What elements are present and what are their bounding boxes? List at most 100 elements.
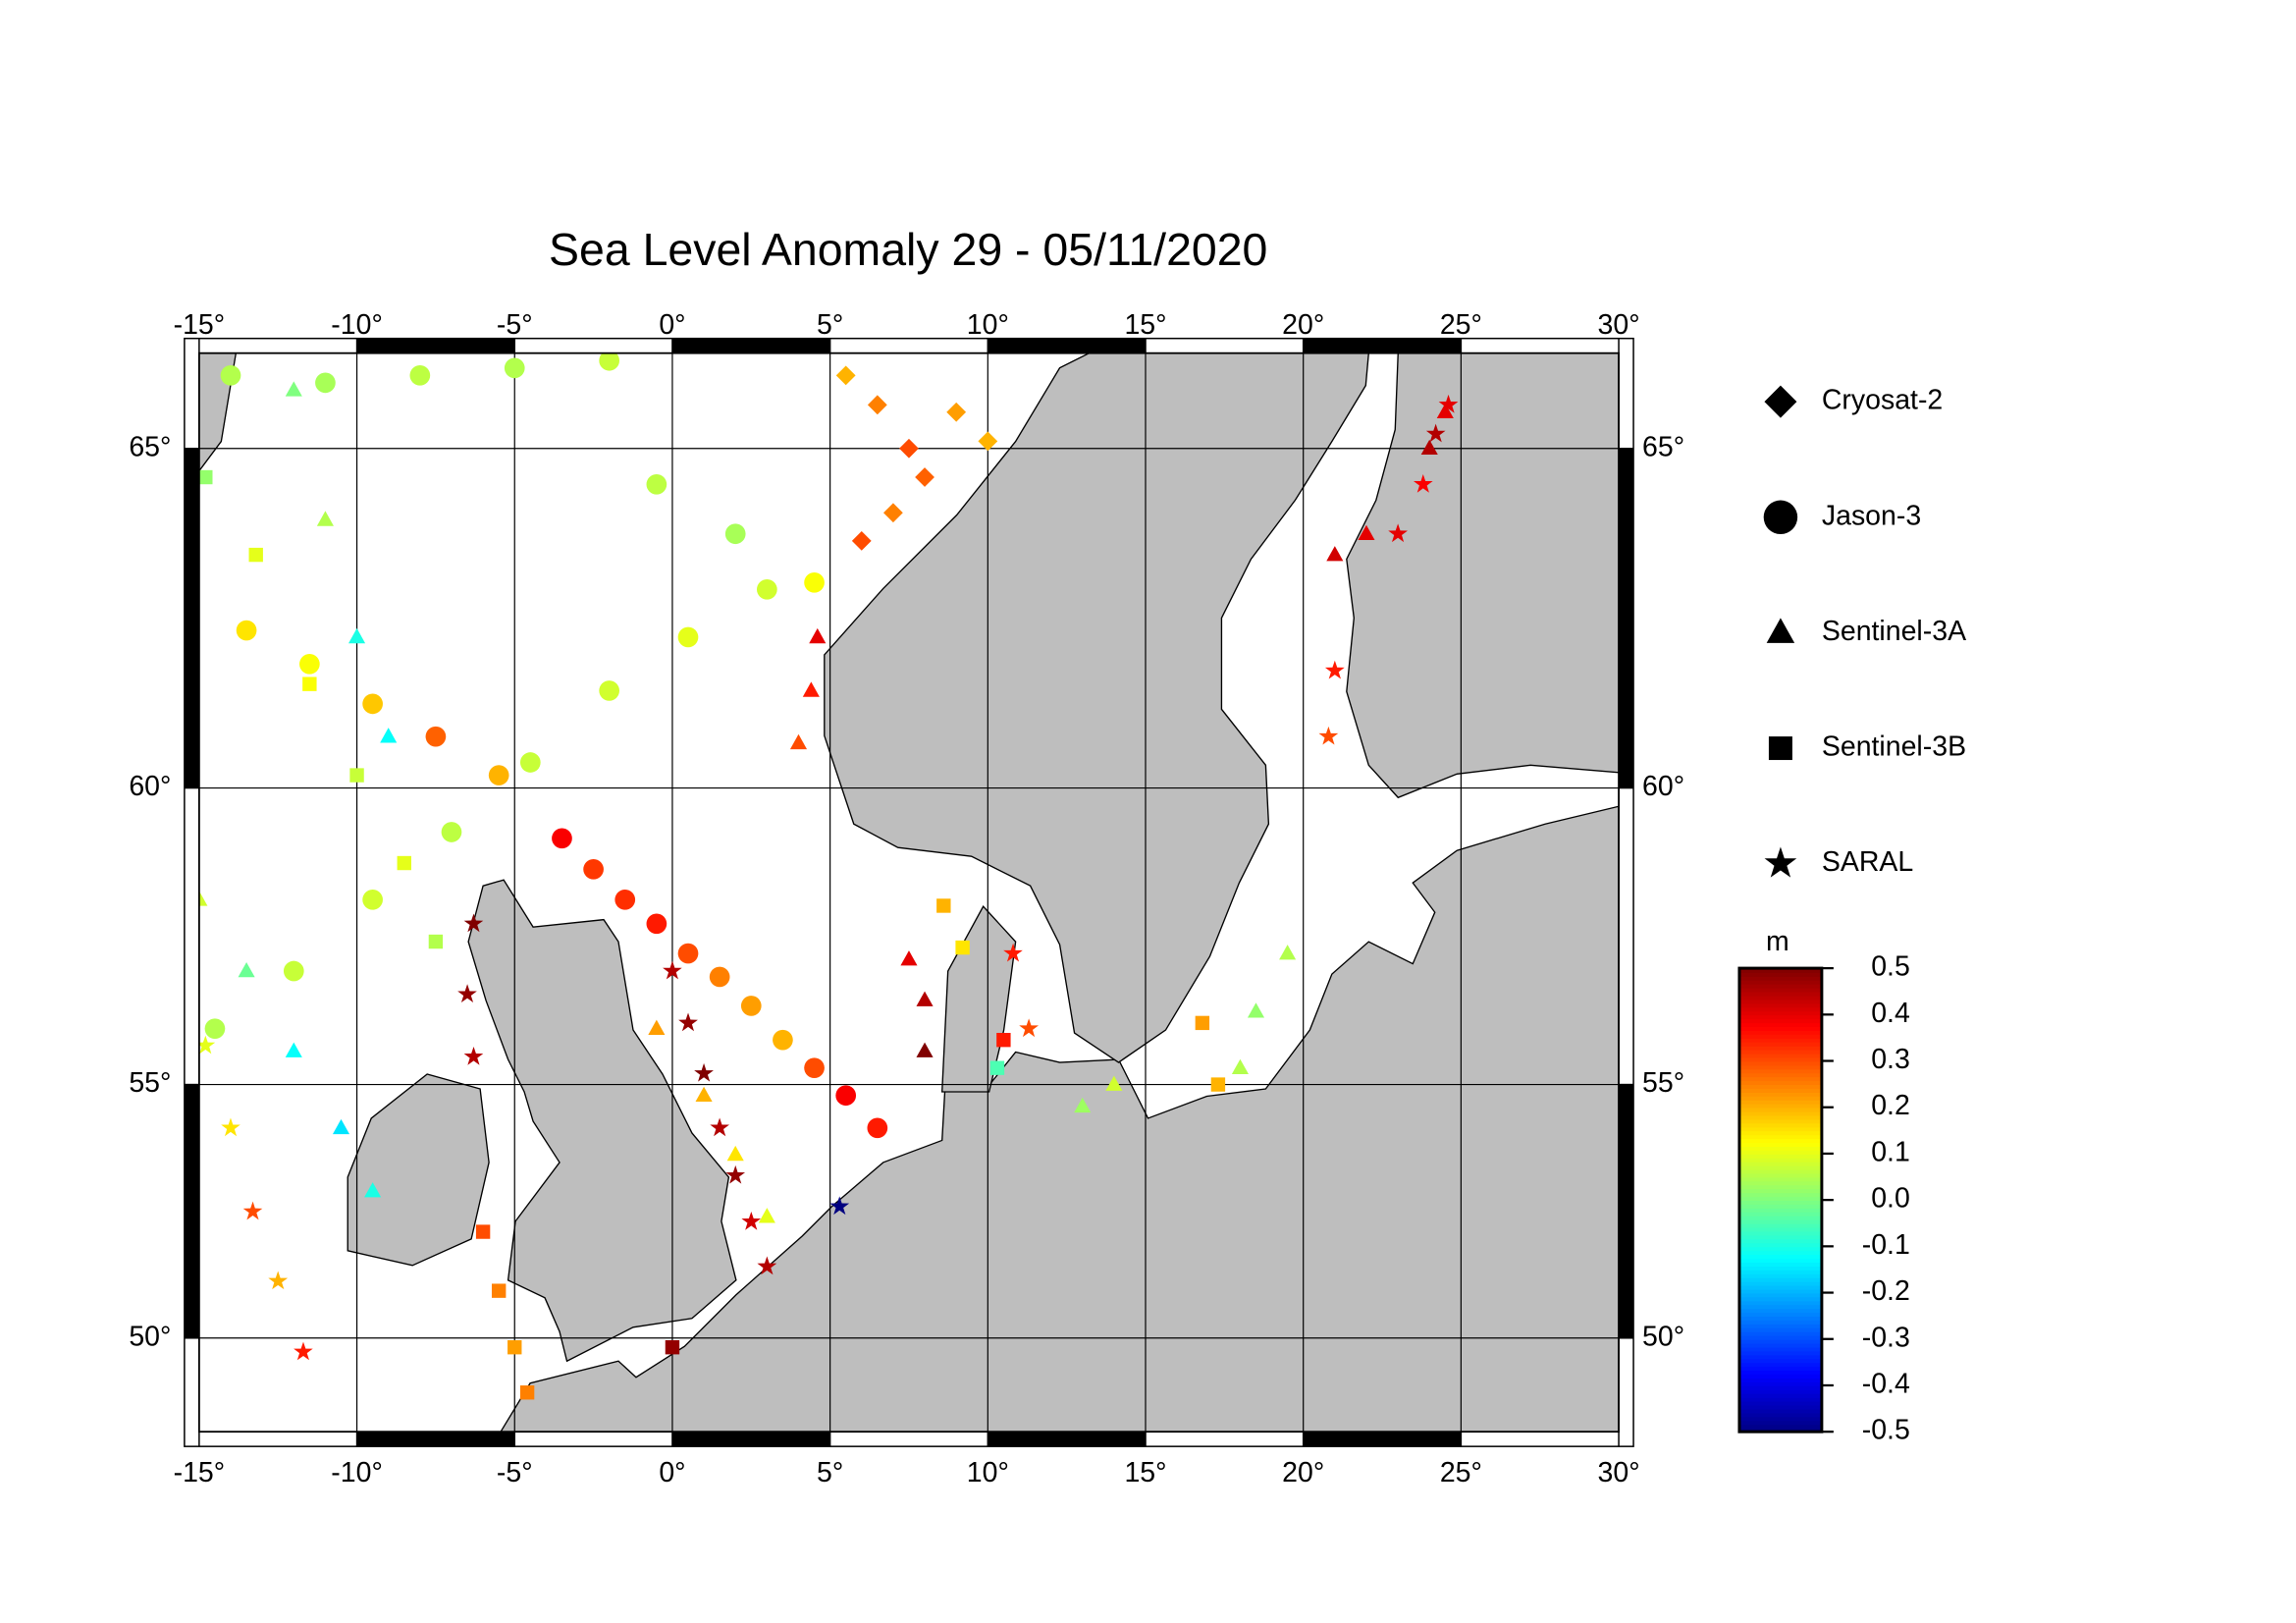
- marker-triangle: [916, 1042, 934, 1057]
- marker-triangle: [916, 991, 934, 1006]
- colorbar-step: [1738, 1218, 1822, 1224]
- colorbar-tick-label: 0.1: [1871, 1136, 1910, 1167]
- colorbar-step: [1738, 1358, 1822, 1364]
- marker-triangle: [1074, 1097, 1092, 1113]
- marker-triangle: [285, 1042, 302, 1057]
- marker-circle: [709, 966, 730, 988]
- colorbar-step: [1738, 1095, 1822, 1101]
- marker-star: [294, 1341, 313, 1361]
- colorbar-step: [1738, 1366, 1822, 1372]
- colorbar-step: [1738, 1176, 1822, 1182]
- colorbar-step: [1738, 1211, 1822, 1217]
- colorbar-step: [1738, 1230, 1822, 1236]
- colorbar-step: [1738, 1076, 1822, 1082]
- marker-circle: [614, 889, 636, 910]
- colorbar-step: [1738, 1200, 1822, 1205]
- colorbar-step: [1738, 1370, 1822, 1376]
- colorbar-step: [1738, 1381, 1822, 1386]
- colorbar-step: [1738, 1288, 1822, 1294]
- colorbar-step: [1738, 1396, 1822, 1402]
- marker-star: [1324, 660, 1345, 679]
- colorbar-step: [1738, 983, 1822, 989]
- colorbar-step: [1738, 1184, 1822, 1190]
- colorbar-step: [1738, 1196, 1822, 1202]
- colorbar-step: [1738, 1118, 1822, 1124]
- marker-square: [491, 1283, 507, 1298]
- marker-star: [678, 1012, 698, 1032]
- frame-bar: [1619, 1084, 1634, 1338]
- x-tick-label: 10°: [967, 309, 1009, 341]
- colorbar-step: [1738, 1072, 1822, 1078]
- colorbar-step: [1738, 1188, 1822, 1194]
- marker-triangle: [695, 1086, 713, 1103]
- colorbar-tick-label: -0.5: [1862, 1415, 1910, 1446]
- marker-triangle: [1326, 546, 1344, 562]
- colorbar-step: [1738, 1262, 1822, 1267]
- marker-square: [955, 940, 970, 955]
- colorbar-step: [1738, 1250, 1822, 1256]
- marker-triangle: [1358, 524, 1375, 541]
- y-tick-label: 65°: [129, 431, 171, 462]
- x-tick-label: 20°: [1282, 309, 1324, 341]
- marker-diamond: [1764, 385, 1797, 418]
- legend-label: Cryosat-2: [1822, 385, 1943, 416]
- marker-triangle: [1247, 1002, 1265, 1018]
- map-frame: [197, 352, 1620, 1434]
- x-tick-label: -10°: [331, 309, 383, 341]
- colorbar-step: [1738, 1030, 1822, 1035]
- marker-star: [221, 1117, 240, 1137]
- outer-frame: [184, 337, 1634, 1447]
- marker-circle: [441, 822, 462, 842]
- marker-triangle: [726, 1145, 744, 1162]
- frame-bar: [356, 338, 515, 353]
- marker-triangle: [758, 1208, 775, 1223]
- land-finland: [1346, 352, 1620, 799]
- labels: -15° -15° -10° -10° -5° -5° 0° 0° 5° 5° 10° 10° 15° 1…: [129, 309, 1684, 1488]
- marker-star: [198, 1035, 216, 1055]
- legend-label: Jason-3: [1822, 500, 1921, 531]
- colorbar-step: [1738, 1324, 1822, 1328]
- marker-star: [694, 1062, 714, 1082]
- colorbar-step: [1738, 1114, 1822, 1120]
- colorbar-step: [1738, 1392, 1822, 1398]
- colorbar-step: [1738, 1424, 1822, 1430]
- marker-star: [1764, 846, 1797, 878]
- marker-circle: [677, 626, 699, 648]
- marker-star: [463, 913, 484, 933]
- marker-circle: [867, 1117, 888, 1139]
- marker-square: [936, 898, 951, 913]
- land: [198, 352, 1620, 1433]
- marker-circle: [835, 1085, 857, 1107]
- colorbar-step: [1738, 979, 1822, 985]
- colorbar-step: [1738, 1107, 1822, 1112]
- marker-diamond: [883, 503, 903, 523]
- marker-circle: [804, 1057, 825, 1079]
- marker-star: [829, 1196, 850, 1216]
- colorbar-step: [1738, 972, 1822, 977]
- frame: [184, 337, 1634, 1447]
- colorbar-step: [1738, 1172, 1822, 1178]
- x-tick-label: 0°: [659, 309, 685, 341]
- colorbar-step: [1738, 1002, 1822, 1008]
- colorbar-step: [1738, 1238, 1822, 1244]
- marker-triangle: [364, 1182, 382, 1198]
- x-tick-label: -15°: [174, 309, 226, 341]
- marker-circle: [804, 571, 825, 593]
- marker-triangle: [332, 1118, 350, 1135]
- marker-diamond: [835, 365, 856, 386]
- colorbar-step: [1738, 1276, 1822, 1282]
- frame-bar: [184, 1084, 199, 1338]
- marker-square: [397, 855, 411, 871]
- marker-triangle: [316, 511, 334, 526]
- marker-diamond: [867, 395, 887, 415]
- colorbar-step: [1738, 1134, 1822, 1140]
- marker-circle: [488, 765, 509, 785]
- x-tick-label: -5°: [497, 1457, 533, 1488]
- colorbar-step: [1738, 1304, 1822, 1310]
- marker-square: [428, 934, 444, 949]
- marker-star: [741, 1211, 762, 1230]
- colorbar-step: [1738, 1138, 1822, 1144]
- colorbar-step: [1738, 1269, 1822, 1274]
- colorbar-step: [1738, 1142, 1822, 1147]
